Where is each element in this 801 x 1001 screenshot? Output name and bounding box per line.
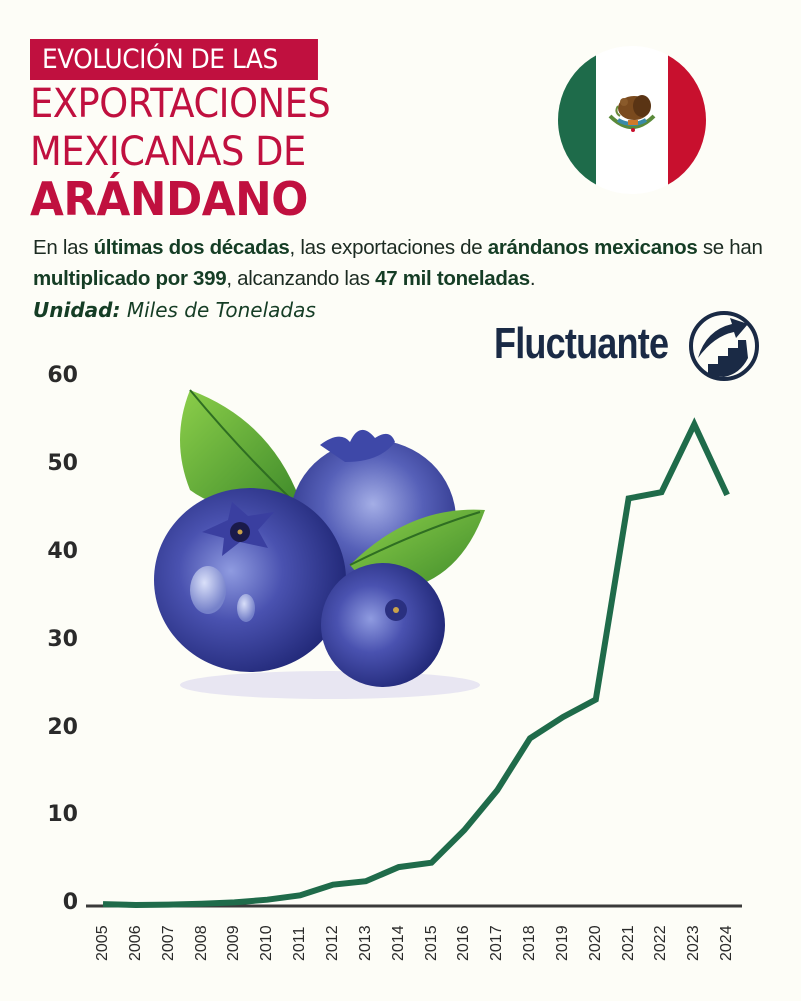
mexico-flag-icon [558, 46, 706, 194]
x-tick-label: 2019 [553, 925, 571, 961]
title-line-4: ARÁNDANO [30, 172, 308, 226]
x-tick-label: 2023 [685, 925, 703, 961]
y-tick-label: 20 [47, 715, 78, 740]
x-tick-label: 2007 [159, 925, 177, 961]
x-tick-label: 2010 [258, 925, 276, 961]
x-tick-label: 2014 [389, 925, 407, 961]
x-tick-label: 2020 [586, 925, 604, 961]
y-tick-label: 10 [47, 802, 78, 827]
title-line-3: MEXICANAS DE [30, 129, 306, 175]
x-tick-label: 2018 [521, 925, 539, 961]
x-tick-label: 2024 [718, 925, 736, 961]
title-line-1: EVOLUCIÓN DE LAS [30, 39, 318, 80]
unit-label: Unidad: Miles de Toneladas [33, 298, 316, 322]
x-tick-label: 2013 [356, 925, 374, 961]
desc-part-bold: 47 mil toneladas [375, 267, 530, 290]
unit-label-key: Unidad: [33, 298, 121, 322]
x-tick-label: 2012 [323, 925, 341, 961]
description-text: En las últimas dos décadas, las exportac… [33, 232, 778, 294]
y-tick-label: 30 [47, 627, 78, 652]
x-tick-label: 2017 [488, 925, 506, 961]
desc-part: En las [33, 236, 94, 259]
x-tick-label: 2016 [455, 925, 473, 961]
x-tick-label: 2009 [225, 925, 243, 961]
desc-part: se han [697, 236, 763, 259]
title-line-2: EXPORTACIONES [30, 81, 331, 127]
unit-label-value: Miles de Toneladas [120, 298, 316, 322]
desc-part: , las exportaciones de [289, 236, 488, 259]
blueberries-illustration [154, 389, 485, 699]
rising-arrow-stairs-icon [689, 311, 759, 381]
x-tick-label: 2008 [192, 925, 210, 961]
x-tick-label: 2022 [652, 925, 670, 961]
y-tick-label: 60 [47, 363, 78, 388]
x-tick-label: 2011 [291, 926, 309, 961]
y-tick-label: 40 [47, 539, 78, 564]
y-tick-label: 50 [47, 451, 78, 476]
desc-part: , alcanzando las [226, 267, 376, 290]
brand-logo-text: Fluctuante [494, 319, 669, 368]
x-tick-label: 2006 [126, 925, 144, 961]
desc-part-bold: multiplicado por 399 [33, 267, 227, 290]
desc-part: . [529, 267, 536, 290]
y-tick-label: 0 [62, 890, 78, 915]
x-tick-label: 2021 [619, 925, 637, 961]
desc-part-bold: últimas dos décadas [93, 236, 290, 259]
x-tick-label: 2005 [94, 925, 111, 961]
desc-part-bold: arándanos mexicanos [487, 236, 698, 259]
x-tick-label: 2015 [422, 925, 440, 961]
